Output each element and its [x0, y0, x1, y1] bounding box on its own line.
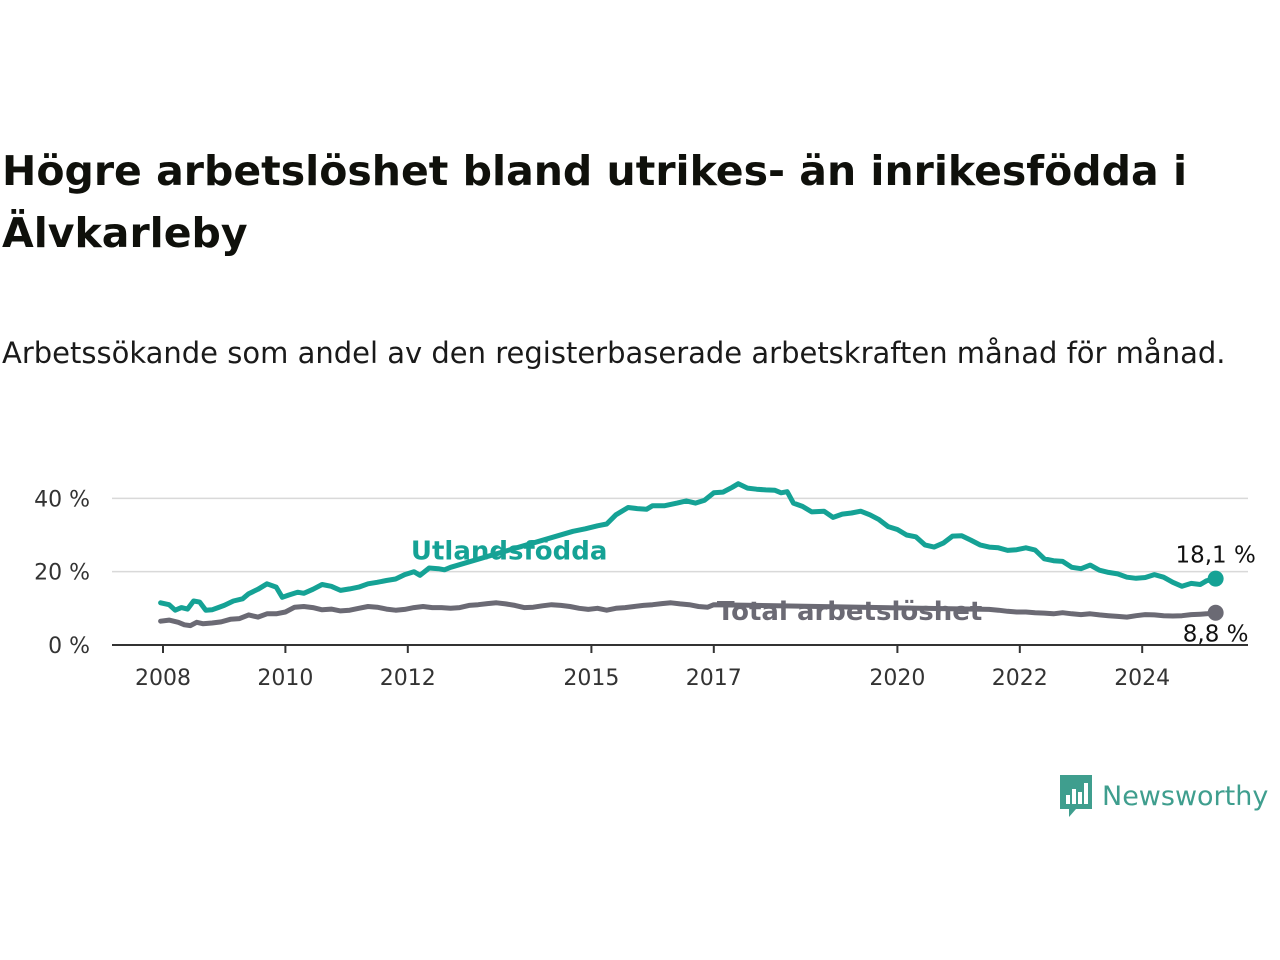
x-tick-label: 2022	[992, 666, 1048, 691]
series-end-label-1: 8,8 %	[1183, 622, 1249, 648]
chart-subtitle: Arbetssökande som andel av den registerb…	[2, 336, 1226, 370]
x-tick-label: 2015	[563, 666, 619, 691]
x-tick-label: 2012	[380, 666, 436, 691]
series-end-dot-1	[1207, 604, 1224, 621]
x-tick-label: 2008	[135, 666, 191, 691]
y-tick-label: 0 %	[48, 634, 90, 659]
brand-name: Newsworthy	[1102, 780, 1269, 812]
brand-logo: Newsworthy	[1058, 772, 1268, 820]
y-axis: 0 % 20 % 40 %	[34, 487, 90, 659]
y-tick-label: 20 %	[34, 561, 90, 586]
series-inline-label-0: Utlandsfödda	[411, 536, 608, 566]
series-end-label-0: 18,1 %	[1175, 543, 1255, 569]
x-tick-label: 2020	[869, 666, 925, 691]
chart-title: Högre arbetslöshet bland utrikes- än inr…	[2, 147, 1187, 257]
series-lines	[158, 481, 1224, 629]
newsworthy-logo-icon	[1060, 775, 1092, 817]
series-line-1	[158, 600, 1219, 629]
series-labels: 18,1 % 8,8 % Utlandsfödda Total arbetslöshe…	[411, 536, 1256, 647]
line-chart: 0 % 20 % 40 % 2008 2010 2012 2015 2017 2020 2022…	[34, 481, 1256, 691]
series-end-dot-0	[1207, 570, 1224, 587]
x-tick-label: 2017	[686, 666, 742, 691]
series-inline-label-1: Total arbetslöshet	[717, 597, 982, 627]
x-tick-label: 2010	[257, 666, 313, 691]
series-line-0	[158, 481, 1219, 613]
x-axis: 2008 2010 2012 2015 2017 2020 2022 2024	[112, 644, 1248, 691]
x-tick-label: 2024	[1114, 666, 1170, 691]
gridlines	[112, 497, 1248, 573]
y-tick-label: 40 %	[34, 487, 90, 512]
